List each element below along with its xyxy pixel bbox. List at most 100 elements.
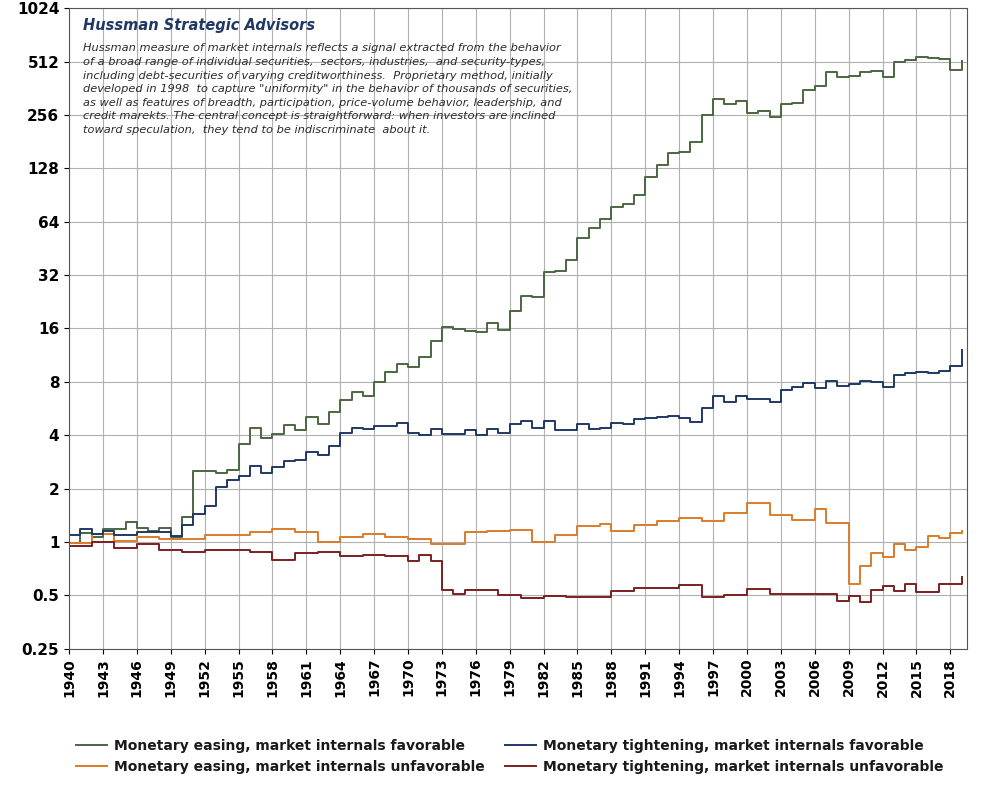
Legend: Monetary easing, market internals favorable, Monetary easing, market internals u: Monetary easing, market internals favora… bbox=[76, 739, 943, 774]
Monetary tightening, market internals unfavorable bbox=[436, 585, 448, 594]
Monetary easing, market internals unfavorable bbox=[503, 526, 515, 535]
Monetary tightening, market internals unfavorable bbox=[718, 590, 730, 600]
Monetary easing, market internals unfavorable bbox=[255, 526, 267, 536]
Monetary easing, market internals unfavorable bbox=[819, 518, 831, 528]
Monetary easing, market internals favorable bbox=[639, 172, 651, 182]
Monetary tightening, market internals unfavorable bbox=[604, 586, 616, 595]
Monetary easing, market internals unfavorable bbox=[447, 539, 458, 549]
Monetary tightening, market internals unfavorable bbox=[876, 581, 887, 590]
Monetary easing, market internals favorable bbox=[909, 52, 921, 62]
Monetary easing, market internals unfavorable bbox=[481, 526, 493, 536]
Monetary easing, market internals unfavorable bbox=[898, 546, 910, 556]
Monetary tightening, market internals unfavorable bbox=[458, 586, 470, 595]
Monetary easing, market internals favorable bbox=[594, 214, 605, 224]
Monetary tightening, market internals unfavorable bbox=[198, 545, 210, 555]
Monetary tightening, market internals favorable bbox=[954, 345, 966, 355]
Monetary tightening, market internals favorable bbox=[865, 377, 877, 387]
Monetary easing, market internals unfavorable bbox=[718, 508, 730, 518]
Monetary tightening, market internals unfavorable bbox=[266, 555, 278, 564]
Monetary tightening, market internals unfavorable bbox=[63, 542, 75, 551]
Monetary tightening, market internals unfavorable bbox=[244, 547, 255, 557]
Monetary easing, market internals unfavorable bbox=[944, 528, 955, 538]
Monetary easing, market internals unfavorable bbox=[86, 530, 98, 539]
Monetary easing, market internals unfavorable bbox=[808, 504, 819, 514]
Monetary easing, market internals unfavorable bbox=[594, 519, 605, 529]
Monetary easing, market internals unfavorable bbox=[650, 517, 662, 526]
Line: Monetary easing, market internals favorable: Monetary easing, market internals favora… bbox=[69, 57, 960, 543]
Monetary easing, market internals unfavorable bbox=[786, 515, 798, 525]
Monetary tightening, market internals unfavorable bbox=[627, 583, 639, 593]
Monetary tightening, market internals unfavorable bbox=[763, 590, 775, 599]
Monetary tightening, market internals unfavorable bbox=[954, 572, 966, 581]
Monetary tightening, market internals unfavorable bbox=[672, 581, 684, 590]
Monetary easing, market internals unfavorable bbox=[695, 517, 707, 526]
Monetary tightening, market internals favorable bbox=[616, 419, 628, 429]
Monetary tightening, market internals unfavorable bbox=[380, 551, 391, 560]
Monetary easing, market internals unfavorable bbox=[266, 524, 278, 534]
Monetary tightening, market internals unfavorable bbox=[909, 586, 921, 596]
Monetary tightening, market internals favorable bbox=[165, 530, 176, 540]
Text: Hussman measure of market internals reflects a signal extracted from the behavio: Hussman measure of market internals refl… bbox=[83, 43, 571, 135]
Monetary easing, market internals unfavorable bbox=[604, 526, 616, 536]
Monetary tightening, market internals unfavorable bbox=[865, 585, 877, 594]
Monetary easing, market internals unfavorable bbox=[154, 534, 166, 543]
Monetary easing, market internals unfavorable bbox=[334, 532, 346, 542]
Monetary easing, market internals unfavorable bbox=[312, 537, 323, 547]
Monetary easing, market internals favorable bbox=[954, 56, 966, 66]
Monetary tightening, market internals unfavorable bbox=[424, 556, 436, 566]
Line: Monetary easing, market internals unfavorable: Monetary easing, market internals unfavo… bbox=[69, 503, 960, 584]
Monetary easing, market internals unfavorable bbox=[740, 498, 752, 508]
Monetary easing, market internals unfavorable bbox=[63, 538, 75, 547]
Monetary easing, market internals favorable bbox=[853, 67, 865, 77]
Monetary tightening, market internals unfavorable bbox=[830, 596, 842, 606]
Monetary easing, market internals unfavorable bbox=[853, 561, 865, 571]
Monetary tightening, market internals unfavorable bbox=[221, 545, 233, 555]
Monetary easing, market internals favorable bbox=[63, 538, 75, 547]
Monetary tightening, market internals unfavorable bbox=[560, 592, 572, 602]
Monetary easing, market internals unfavorable bbox=[548, 530, 560, 540]
Monetary easing, market internals unfavorable bbox=[176, 534, 187, 543]
Monetary easing, market internals unfavorable bbox=[627, 520, 639, 530]
Monetary tightening, market internals unfavorable bbox=[583, 592, 595, 602]
Monetary easing, market internals unfavorable bbox=[108, 536, 120, 546]
Monetary easing, market internals unfavorable bbox=[401, 534, 413, 543]
Monetary tightening, market internals unfavorable bbox=[154, 545, 166, 555]
Monetary easing, market internals unfavorable bbox=[830, 518, 842, 528]
Monetary easing, market internals unfavorable bbox=[876, 551, 887, 561]
Monetary easing, market internals unfavorable bbox=[842, 579, 854, 589]
Monetary tightening, market internals unfavorable bbox=[842, 591, 854, 601]
Monetary easing, market internals unfavorable bbox=[458, 528, 470, 538]
Monetary tightening, market internals unfavorable bbox=[853, 598, 865, 607]
Monetary easing, market internals unfavorable bbox=[357, 529, 369, 539]
Monetary tightening, market internals unfavorable bbox=[740, 584, 752, 594]
Monetary easing, market internals unfavorable bbox=[909, 542, 921, 551]
Monetary tightening, market internals favorable bbox=[684, 417, 696, 427]
Monetary easing, market internals unfavorable bbox=[198, 530, 210, 540]
Text: Hussman Strategic Advisors: Hussman Strategic Advisors bbox=[83, 18, 315, 32]
Monetary easing, market internals favorable bbox=[604, 202, 616, 212]
Monetary easing, market internals unfavorable bbox=[131, 532, 143, 542]
Monetary tightening, market internals unfavorable bbox=[898, 579, 910, 589]
Monetary tightening, market internals favorable bbox=[650, 412, 662, 422]
Line: Monetary tightening, market internals unfavorable: Monetary tightening, market internals un… bbox=[69, 542, 960, 603]
Monetary easing, market internals unfavorable bbox=[763, 510, 775, 520]
Monetary tightening, market internals unfavorable bbox=[695, 592, 707, 602]
Monetary easing, market internals unfavorable bbox=[244, 527, 255, 537]
Monetary tightening, market internals unfavorable bbox=[108, 543, 120, 552]
Monetary tightening, market internals unfavorable bbox=[492, 590, 504, 599]
Monetary tightening, market internals unfavorable bbox=[312, 547, 323, 557]
Monetary easing, market internals unfavorable bbox=[865, 548, 877, 558]
Monetary tightening, market internals unfavorable bbox=[357, 550, 369, 560]
Monetary tightening, market internals unfavorable bbox=[447, 589, 458, 599]
Monetary easing, market internals unfavorable bbox=[571, 521, 583, 531]
Monetary tightening, market internals unfavorable bbox=[932, 579, 944, 589]
Monetary easing, market internals unfavorable bbox=[672, 513, 684, 523]
Monetary tightening, market internals unfavorable bbox=[515, 593, 527, 603]
Monetary easing, market internals favorable bbox=[672, 147, 684, 157]
Monetary easing, market internals unfavorable bbox=[954, 526, 966, 535]
Monetary tightening, market internals favorable bbox=[604, 418, 616, 427]
Monetary easing, market internals unfavorable bbox=[380, 532, 391, 542]
Monetary tightening, market internals unfavorable bbox=[650, 583, 662, 593]
Monetary easing, market internals unfavorable bbox=[526, 537, 537, 547]
Line: Monetary tightening, market internals favorable: Monetary tightening, market internals fa… bbox=[69, 350, 960, 535]
